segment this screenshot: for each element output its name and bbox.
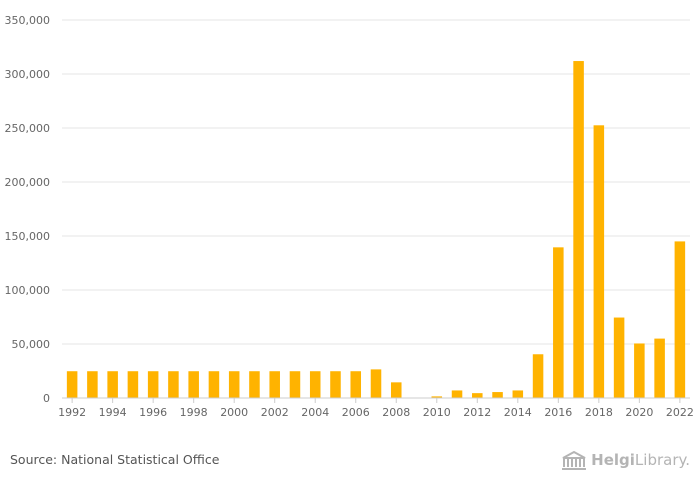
x-tick-label: 2010 [423, 406, 451, 419]
x-tick-label: 1994 [99, 406, 127, 419]
x-tick-label: 2008 [382, 406, 410, 419]
x-tick-label: 2000 [220, 406, 248, 419]
bar-2013[interactable] [492, 392, 503, 398]
bar-2022[interactable] [674, 241, 686, 398]
y-tick-label: 0 [43, 392, 50, 405]
y-tick-label: 200,000 [5, 176, 51, 189]
bar-2020[interactable] [634, 343, 645, 398]
bars [66, 61, 686, 399]
bar-1999[interactable] [208, 371, 220, 398]
x-tick-label: 2002 [261, 406, 289, 419]
bar-2016[interactable] [553, 247, 564, 398]
bar-1997[interactable] [168, 371, 179, 398]
bar-2019[interactable] [613, 317, 625, 398]
bar-2014[interactable] [512, 390, 524, 398]
bar-1998[interactable] [188, 371, 199, 398]
gridlines [62, 19, 690, 345]
x-axis-tick-labels: 1992 1994 1996 1998 2000 2002 2004 2006 2008 2010… [58, 398, 694, 419]
bar-2021[interactable] [654, 338, 665, 398]
y-tick-label: 300,000 [5, 68, 51, 81]
bar-2015[interactable] [532, 354, 544, 398]
y-tick-label: 350,000 [5, 14, 51, 27]
bar-1992[interactable] [66, 371, 78, 398]
bar-2007[interactable] [370, 369, 382, 398]
helgi-library-logo[interactable]: Helgi Library. [561, 446, 690, 474]
bar-2001[interactable] [249, 371, 260, 398]
x-tick-label: 2016 [544, 406, 572, 419]
y-tick-label: 100,000 [5, 284, 51, 297]
bar-1994[interactable] [107, 371, 118, 398]
bar-2018[interactable] [593, 125, 605, 399]
bar-2003[interactable] [289, 371, 301, 398]
bar-1995[interactable] [127, 371, 139, 398]
source-note: Source: National Statistical Office [10, 452, 220, 467]
x-tick-label: 2018 [585, 406, 613, 419]
bar-2008[interactable] [390, 382, 402, 398]
x-tick-label: 1992 [58, 406, 86, 419]
bar-2000[interactable] [228, 371, 240, 398]
x-tick-label: 2020 [625, 406, 653, 419]
x-tick-label: 1998 [180, 406, 208, 419]
bar-2004[interactable] [309, 371, 321, 398]
chart-footer: Source: National Statistical Office Helg… [0, 440, 700, 483]
y-tick-label: 250,000 [5, 122, 51, 135]
bar-2005[interactable] [330, 371, 341, 398]
x-tick-label: 2004 [301, 406, 329, 419]
bar-2017[interactable] [573, 61, 584, 398]
y-tick-label: 50,000 [12, 338, 51, 351]
bar-1996[interactable] [147, 371, 159, 398]
bar-1993[interactable] [87, 371, 98, 398]
bar-2002[interactable] [269, 371, 280, 398]
x-tick-label: 2014 [504, 406, 532, 419]
x-tick-label: 1996 [139, 406, 167, 419]
x-tick-label: 2006 [342, 406, 370, 419]
x-tick-label: 2022 [666, 406, 694, 419]
bar-2011[interactable] [451, 390, 463, 398]
bar-2012[interactable] [472, 393, 483, 398]
y-tick-label: 150,000 [5, 230, 51, 243]
x-tick-label: 2012 [463, 406, 491, 419]
bar-chart: 0 50,000 100,000 150,000 200,000 250,000 300,0… [5, 14, 694, 419]
logo-text-bold: Helgi [591, 451, 635, 469]
logo-text-light: Library. [634, 451, 690, 469]
library-building-icon [562, 450, 587, 470]
y-axis-tick-labels: 0 50,000 100,000 150,000 200,000 250,000 300,0… [5, 14, 51, 405]
bar-2006[interactable] [350, 371, 362, 398]
bar-2010[interactable] [431, 396, 443, 398]
